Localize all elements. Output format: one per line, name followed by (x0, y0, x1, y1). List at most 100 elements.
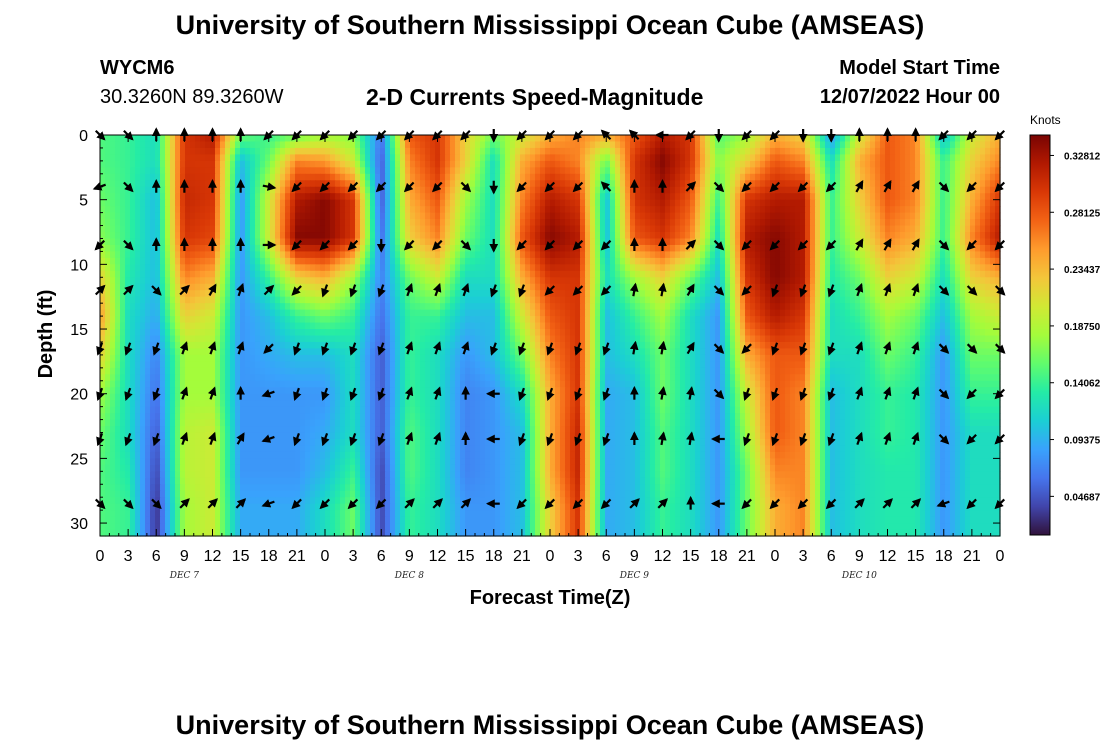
heatmap-cell (765, 290, 771, 298)
heatmap-cell (315, 167, 321, 175)
heatmap-cell (730, 180, 736, 188)
heatmap-cell (195, 303, 201, 311)
heatmap-cell (595, 160, 601, 168)
heatmap-cell (445, 296, 451, 304)
heatmap-cell (355, 232, 361, 240)
heatmap-cell (655, 173, 661, 181)
heatmap-cell (935, 251, 941, 259)
heatmap-cell (740, 309, 746, 317)
heatmap-cell (365, 244, 371, 253)
heatmap-cell (535, 264, 541, 272)
heatmap-cell (155, 264, 161, 272)
heatmap-cell (450, 296, 456, 304)
heatmap-cell (115, 296, 121, 304)
heatmap-cell (515, 160, 521, 168)
heatmap-cell (425, 238, 431, 246)
heatmap-cell (850, 154, 856, 162)
heatmap-cell (265, 296, 271, 304)
heatmap-cell (235, 296, 241, 304)
heatmap-cell (720, 135, 726, 143)
heatmap-cell (170, 264, 176, 272)
heatmap-cell (850, 167, 856, 175)
heatmap-cell (705, 193, 711, 201)
heatmap-cell (485, 244, 491, 253)
heatmap-cell (860, 199, 866, 207)
heatmap-cell (305, 180, 311, 188)
heatmap-cell (330, 160, 336, 168)
heatmap-cell (880, 296, 886, 304)
heatmap-cell (805, 135, 811, 143)
heatmap-cell (605, 212, 611, 220)
heatmap-cell (145, 264, 151, 272)
heatmap-cell (700, 257, 706, 265)
heatmap-cell (725, 303, 731, 311)
heatmap-cell (745, 270, 751, 278)
heatmap-cell (470, 212, 476, 220)
heatmap-cell (565, 270, 571, 278)
heatmap-cell (355, 147, 361, 156)
heatmap-cell (990, 186, 996, 194)
heatmap-cell (370, 147, 376, 156)
heatmap-cell (760, 206, 766, 214)
heatmap-cell (315, 296, 321, 304)
heatmap-cell (955, 270, 961, 278)
heatmap-cell (365, 270, 371, 278)
heatmap-cell (395, 199, 401, 207)
heatmap-cell (875, 206, 881, 214)
heatmap-cell (635, 206, 641, 214)
heatmap-cell (875, 296, 881, 304)
heatmap-cell (900, 135, 906, 143)
heatmap-cell (595, 303, 601, 311)
heatmap-cell (735, 303, 741, 311)
heatmap-cell (430, 199, 436, 207)
heatmap-cell (675, 257, 681, 265)
heatmap-cell (340, 193, 346, 201)
heatmap-cell (195, 154, 201, 162)
heatmap-cell (495, 309, 501, 317)
heatmap-cell (810, 219, 816, 227)
heatmap-cell (185, 225, 191, 233)
heatmap-cell (250, 277, 256, 285)
heatmap-cell (905, 232, 911, 240)
heatmap-cell (520, 206, 526, 214)
heatmap-cell (375, 199, 381, 207)
heatmap-cell (640, 283, 646, 291)
heatmap-cell (750, 296, 756, 304)
heatmap-cell (995, 296, 1001, 304)
heatmap-cell (570, 147, 576, 156)
heatmap-cell (300, 244, 306, 253)
heatmap-cell (370, 225, 376, 233)
heatmap-cell (360, 173, 366, 181)
heatmap-cell (975, 238, 981, 246)
heatmap-cell (420, 251, 426, 259)
heatmap-cell (370, 141, 376, 149)
heatmap-cell (840, 238, 846, 246)
heatmap-cell (700, 232, 706, 240)
heatmap-cell (170, 270, 176, 278)
heatmap-cell (650, 167, 656, 175)
heatmap-cell (395, 160, 401, 168)
heatmap-cell (935, 225, 941, 233)
heatmap-cell (535, 193, 541, 201)
heatmap-cell (640, 199, 646, 207)
heatmap-cell (860, 173, 866, 181)
heatmap-cell (585, 167, 591, 175)
heatmap-cell (565, 180, 571, 188)
heatmap-cell (160, 238, 166, 246)
heatmap-cell (265, 199, 271, 207)
heatmap-cell (610, 160, 616, 168)
heatmap-cell (540, 264, 546, 272)
heatmap-cell (710, 270, 716, 278)
heatmap-cell (810, 257, 816, 265)
heatmap-cell (755, 244, 761, 253)
heatmap-cell (905, 212, 911, 220)
heatmap-cell (575, 199, 581, 207)
heatmap-cell (900, 219, 906, 227)
heatmap-cell (990, 225, 996, 233)
heatmap-cell (105, 199, 111, 207)
heatmap-cell (360, 180, 366, 188)
heatmap-cell (930, 244, 936, 253)
heatmap-cell (310, 270, 316, 278)
heatmap-cell (175, 296, 181, 304)
heatmap-cell (345, 225, 351, 233)
